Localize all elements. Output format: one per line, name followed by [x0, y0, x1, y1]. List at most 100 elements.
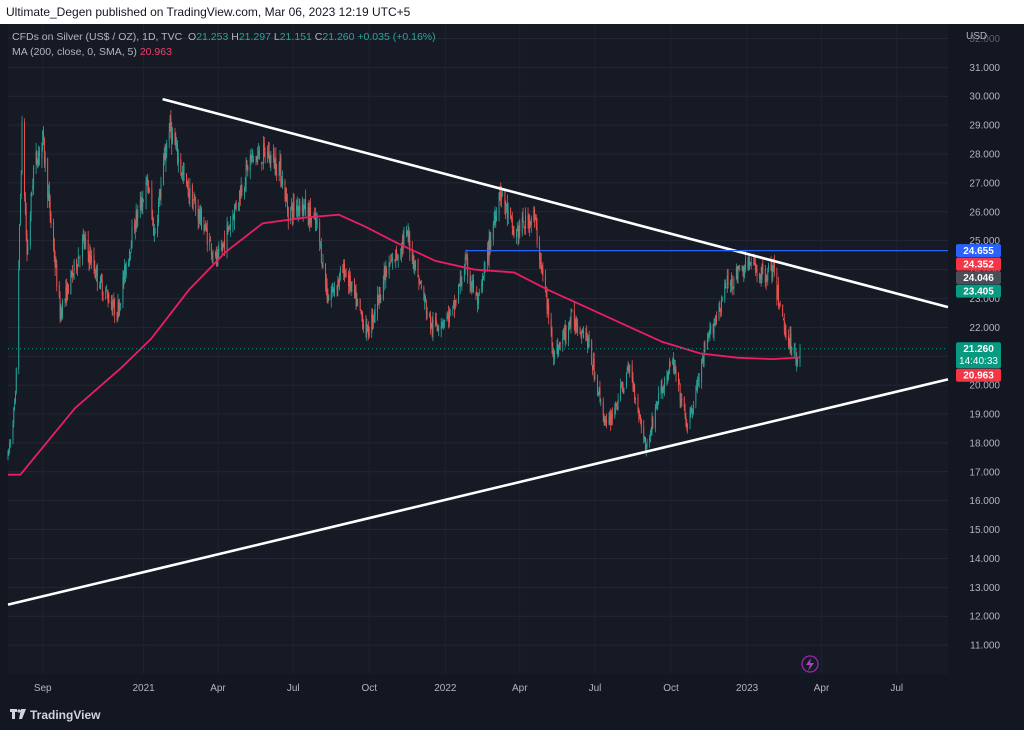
candle-body: [458, 285, 460, 287]
candle-body: [29, 214, 31, 246]
candle: [490, 231, 492, 253]
candle-body: [544, 275, 546, 293]
candle-body: [154, 231, 156, 233]
candle-body: [145, 181, 147, 201]
candle-body: [391, 260, 393, 262]
chart-legend: CFDs on Silver (US$ / OZ), 1D, TVC O21.2…: [12, 30, 436, 60]
candle-body: [535, 218, 536, 220]
candle: [614, 403, 616, 419]
candle: [88, 250, 90, 272]
candle: [782, 304, 784, 317]
candle-body: [706, 337, 708, 350]
candle: [102, 291, 104, 302]
x-tick-label: Oct: [362, 683, 378, 694]
candle-body: [414, 267, 416, 269]
candle-body: [558, 348, 560, 356]
candle-body: [701, 360, 703, 383]
candle-body: [753, 262, 755, 263]
candle: [377, 294, 379, 306]
candle-body: [287, 207, 289, 221]
candle-body: [678, 383, 680, 385]
candle: [501, 189, 503, 197]
candle: [466, 249, 468, 265]
candle-body: [628, 368, 630, 373]
candle: [704, 340, 706, 353]
candle-body: [710, 325, 712, 330]
candle: [268, 141, 270, 164]
candle: [692, 400, 694, 416]
candle: [661, 378, 663, 394]
candle-body: [328, 298, 330, 301]
price-axis-label: 24.046: [956, 271, 1001, 285]
candle: [672, 357, 674, 366]
candle: [481, 279, 483, 294]
candle-body: [469, 276, 471, 285]
candle: [790, 326, 792, 356]
candle-body: [175, 142, 177, 147]
candle-body: [523, 223, 525, 229]
x-tick-label: Jul: [589, 683, 602, 694]
candle: [719, 300, 721, 312]
candle-body: [84, 240, 86, 245]
candle: [8, 448, 10, 456]
candle-body: [291, 204, 293, 208]
candle-body: [172, 133, 173, 143]
candle-body: [542, 268, 544, 275]
candle: [616, 401, 618, 411]
tradingview-logo[interactable]: TradingView: [10, 708, 100, 722]
y-tick-label: 26.000: [969, 207, 1000, 218]
candle: [344, 269, 346, 278]
candle: [222, 243, 224, 252]
candle-body: [99, 285, 101, 289]
candle-body: [658, 392, 660, 403]
candle-body: [128, 259, 130, 267]
candle-body: [559, 342, 561, 344]
candle: [169, 114, 171, 132]
candle-body: [383, 269, 385, 285]
ma-label[interactable]: MA (200, close, 0, SMA, 5): [12, 46, 137, 58]
x-tick-label: 2022: [434, 683, 457, 694]
candle: [320, 240, 321, 249]
candle-body: [274, 159, 276, 170]
candle-body: [570, 312, 572, 326]
candle-body: [234, 203, 236, 206]
candle-body: [159, 193, 161, 199]
candle-body: [245, 164, 247, 185]
lightning-icon[interactable]: [801, 655, 819, 673]
candle: [304, 198, 306, 210]
candle-body: [117, 302, 119, 319]
open-value: 21.253: [196, 31, 229, 43]
candle-body: [582, 330, 584, 338]
candle: [435, 312, 437, 326]
candle: [742, 266, 744, 277]
candle: [592, 352, 594, 371]
candle-body: [766, 278, 768, 281]
candle: [134, 220, 136, 240]
candle-body: [25, 210, 27, 236]
candle: [767, 267, 769, 286]
candle-body: [569, 324, 571, 326]
candle-body: [576, 318, 578, 331]
candle-body: [267, 150, 269, 159]
candle: [193, 191, 195, 201]
candle: [587, 333, 588, 354]
candle-body: [303, 205, 305, 212]
candle-body: [113, 300, 115, 306]
candle-body: [620, 384, 622, 401]
candle: [30, 192, 32, 222]
ma-value: 20.963: [139, 46, 172, 58]
candle-body: [139, 199, 141, 209]
candle-body: [455, 298, 457, 303]
candle-body: [331, 290, 333, 294]
candle: [14, 398, 16, 411]
candle-body: [476, 292, 478, 295]
candle-body: [616, 405, 618, 406]
candle: [372, 314, 374, 329]
candle-body: [361, 311, 363, 317]
candle-body: [568, 327, 569, 340]
candle: [310, 217, 312, 228]
candle-body: [435, 319, 437, 325]
candle-body: [27, 246, 29, 253]
symbol-name[interactable]: CFDs on Silver (US$ / OZ), 1D, TVC: [12, 31, 183, 43]
price-chart[interactable]: 11.000 12.000 13.000 14.000 15.000 16.000 17.0…: [0, 0, 1024, 704]
